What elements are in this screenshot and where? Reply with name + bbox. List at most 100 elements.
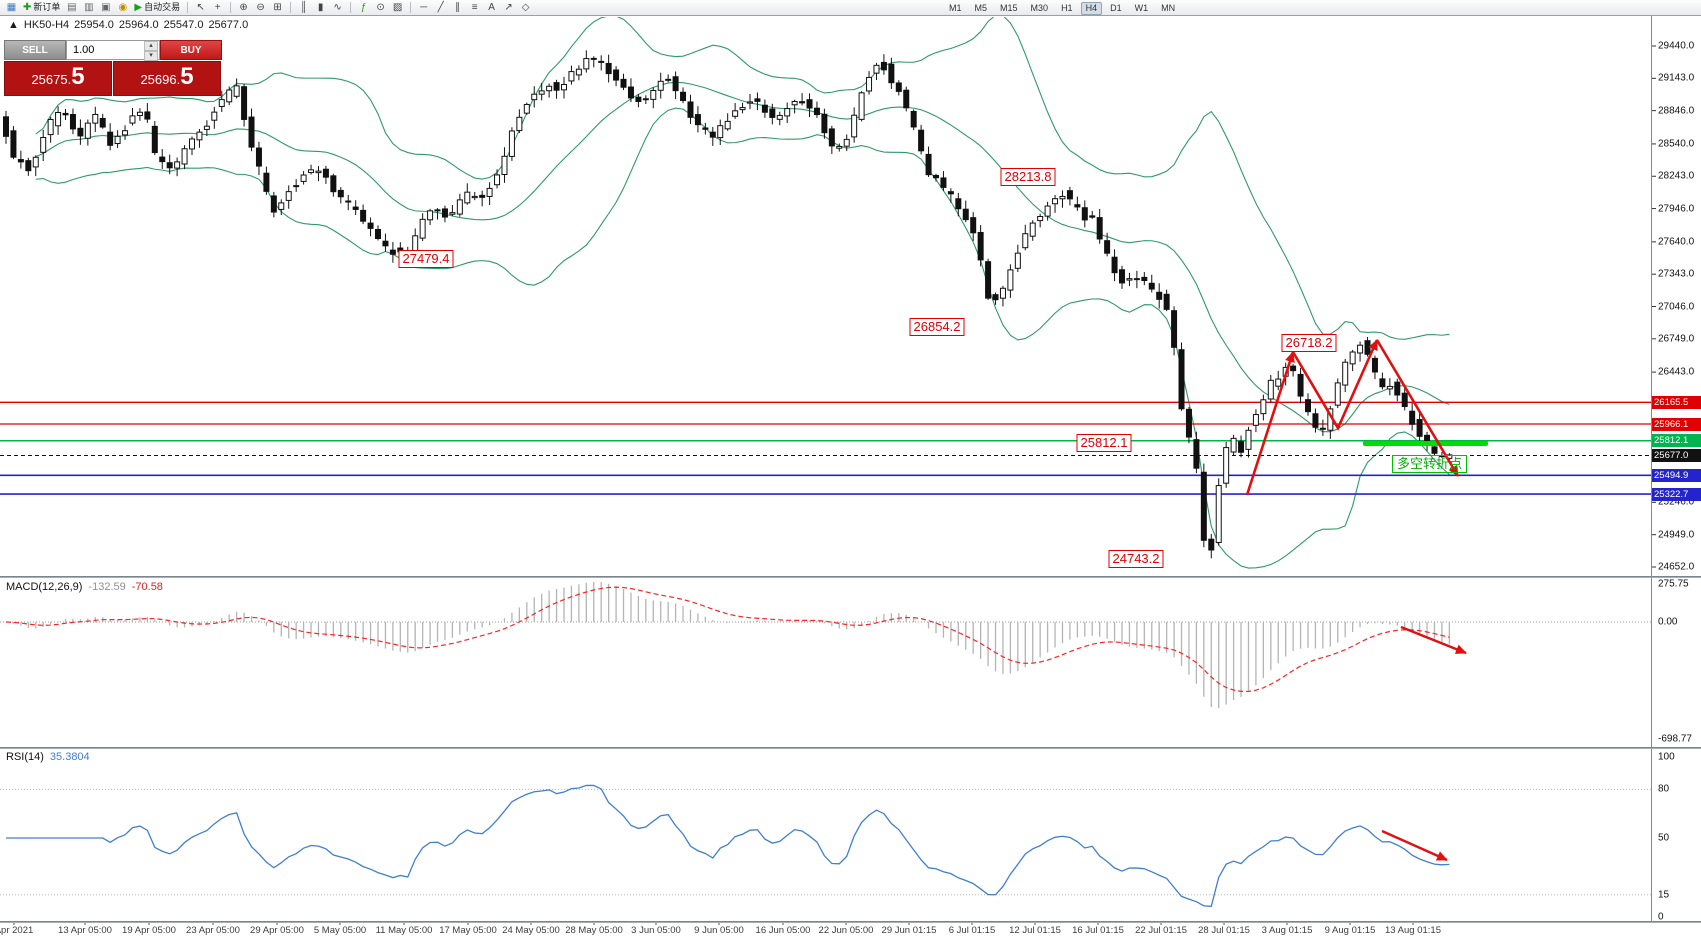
navigator-icon[interactable]: ▣	[98, 1, 113, 15]
sell-button[interactable]: SELL	[4, 40, 66, 60]
bollinger-lower-band	[35, 107, 1450, 569]
volume-down-button[interactable]: ▾	[144, 51, 158, 61]
time-axis-label: 13 Aug 01:15	[1385, 925, 1441, 936]
indicators-icon[interactable]: ƒ	[356, 1, 371, 15]
time-axis-label: 23 Apr 05:00	[186, 925, 240, 936]
sell-price-box[interactable]: 25675. 5	[4, 61, 112, 96]
macd-title: MACD(12,26,9) -132.59 -70.58	[6, 581, 163, 593]
timeframe-h1-button[interactable]: H1	[1061, 3, 1073, 13]
trend-arrow[interactable]	[1291, 339, 1379, 431]
price-level-box: 25494.9	[1652, 468, 1701, 482]
cursor-icon[interactable]: ↖	[193, 1, 208, 15]
toolbar-separator	[230, 2, 232, 13]
line-chart-icon[interactable]: ∿	[330, 1, 345, 15]
toolbar-separator	[290, 2, 292, 13]
new-order-button-label: 新订单	[33, 2, 61, 12]
arrow-tool-icon[interactable]: ↗	[501, 1, 516, 15]
bar-chart-icon: ║	[300, 1, 308, 13]
arrow-tool-icon: ↗	[504, 1, 513, 13]
market-watch-icon[interactable]: ▤	[64, 1, 79, 15]
timeframe-m5-button[interactable]: M5	[974, 3, 988, 13]
terminal-icon[interactable]: ▦	[4, 1, 19, 15]
rsi-value: 35.3804	[49, 751, 90, 763]
ohlc-low: 25547.0	[163, 19, 204, 31]
time-axis-label: 22 Jun 05:00	[818, 925, 874, 936]
timeframe-d1-button[interactable]: D1	[1110, 3, 1122, 13]
fibonacci-icon[interactable]: ≡	[467, 1, 482, 15]
time-axis-label: 29 Jun 01:15	[881, 925, 937, 936]
rsi-panel-splitter[interactable]	[0, 747, 1701, 749]
price-axis-tick: 24652.0	[1658, 561, 1695, 573]
time-axis-label: 9 Jun 05:00	[694, 925, 744, 936]
price-axis-tick: 26749.0	[1658, 333, 1695, 345]
channel-icon[interactable]: ∥	[450, 1, 465, 15]
candlestick-chart-icon[interactable]: ▮	[313, 1, 328, 15]
macd-axis-label: 275.75	[1658, 578, 1689, 590]
text-tool-icon[interactable]: A	[484, 1, 499, 15]
toolbar-separator	[410, 2, 412, 13]
time-axis-label: 19 Apr 05:00	[122, 925, 176, 936]
support-highlight-bar[interactable]	[1363, 441, 1488, 446]
symbol-name: HK50-H4	[23, 19, 70, 31]
price-callout[interactable]: 28213.8	[1000, 168, 1056, 186]
price-callout[interactable]: 26718.2	[1281, 334, 1337, 352]
zoom-out-icon[interactable]: ⊖	[253, 1, 268, 15]
tile-windows-icon[interactable]: ⊞	[270, 1, 285, 15]
time-axis-label: 28 Jul 01:15	[1198, 925, 1250, 936]
rsi-title: RSI(14) 35.3804	[6, 751, 90, 763]
tile-windows-icon: ⊞	[273, 1, 282, 13]
templates-icon[interactable]: ▨	[390, 1, 405, 15]
volume-field: ▴ ▾	[66, 40, 160, 61]
buy-price-box[interactable]: 25696. 5	[113, 61, 221, 96]
timeframe-m1-button[interactable]: M1	[949, 3, 962, 13]
alerts-icon[interactable]: ◉	[115, 1, 130, 15]
buy-button[interactable]: BUY	[160, 40, 222, 60]
time-axis-label: 29 Apr 05:00	[250, 925, 304, 936]
volume-input[interactable]	[67, 44, 137, 56]
timeframe-h4-button[interactable]: H4	[1080, 1, 1103, 15]
timeframe-m15-button[interactable]: M15	[1000, 3, 1018, 13]
price-callout[interactable]: 27479.4	[398, 250, 454, 268]
volume-up-button[interactable]: ▴	[144, 41, 158, 51]
price-level-box: 25322.7	[1652, 487, 1701, 501]
rsi-down-arrow[interactable]	[1381, 829, 1448, 862]
time-axis-label: 22 Jul 01:15	[1135, 925, 1187, 936]
timeframe-m30-button[interactable]: M30	[1030, 3, 1049, 13]
crosshair-icon[interactable]: +	[210, 1, 225, 15]
rsi-axis-label: 100	[1658, 751, 1675, 763]
buy-price-big: 5	[180, 63, 194, 90]
trend-arrow[interactable]	[1375, 339, 1460, 477]
timeframe-w1-button[interactable]: W1	[1134, 3, 1149, 13]
time-axis-label: 9 Aug 01:15	[1324, 925, 1376, 936]
trend-arrow[interactable]	[1245, 351, 1295, 496]
bollinger-upper-band	[35, 17, 1450, 340]
price-callout[interactable]: 24743.2	[1108, 550, 1164, 568]
horizontal-line-icon[interactable]: ─	[416, 1, 431, 15]
macd-down-arrow[interactable]	[1400, 625, 1467, 655]
price-axis-border	[1651, 16, 1652, 921]
timeframe-mn-button[interactable]: MN	[1161, 3, 1176, 13]
candlestick-chart-icon: ▮	[317, 1, 324, 13]
new-order-icon: ✚	[23, 1, 32, 13]
periods-icon[interactable]: ⊙	[373, 1, 388, 15]
new-order-button[interactable]: ✚ 新订单	[21, 1, 62, 15]
sell-price-big: 5	[71, 63, 85, 90]
time-axis-label: Apr 2021	[0, 925, 34, 936]
auto-trading-button[interactable]: ▶ 自动交易	[132, 1, 182, 15]
price-axis-tick: 27046.0	[1658, 301, 1695, 312]
time-axis-label: 28 May 05:00	[565, 925, 623, 936]
price-callout[interactable]: 26854.2	[909, 318, 965, 336]
shapes-icon[interactable]: ◇	[518, 1, 533, 15]
price-axis-tick: 29440.0	[1658, 40, 1695, 52]
data-window-icon[interactable]: ▥	[81, 1, 96, 15]
bar-chart-icon[interactable]: ║	[296, 1, 311, 15]
timeframe-group: M1 M5 M15 M30 H1 H4 D1 W1 MN	[944, 0, 1180, 16]
turning-point-label[interactable]: 多空转折点	[1392, 455, 1468, 473]
trendline-icon[interactable]: ╱	[433, 1, 448, 15]
zoom-in-icon[interactable]: ⊕	[236, 1, 251, 15]
macd-panel-splitter[interactable]	[0, 576, 1701, 578]
symbol-info: ▲ HK50-H4 25954.0 25964.0 25547.0 25677.0	[8, 19, 253, 31]
toolbar-separator	[187, 2, 189, 13]
price-callout[interactable]: 25812.1	[1076, 434, 1132, 452]
